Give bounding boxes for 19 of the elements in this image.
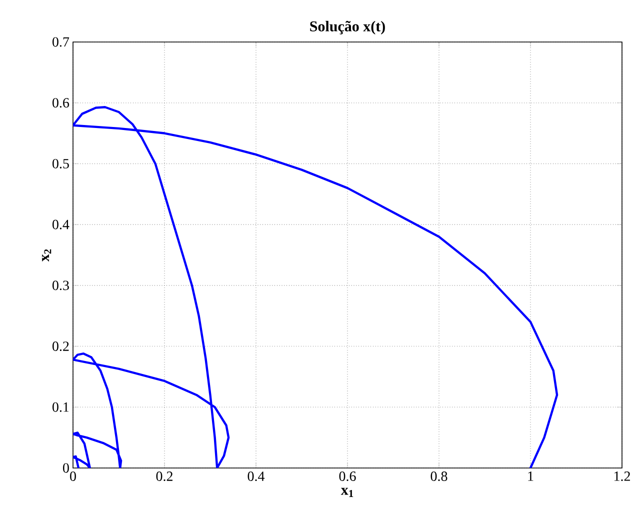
y-axis-title: x$_{2}$ — [42, 249, 52, 262]
chart-title: Solução x(t) — [310, 20, 385, 34]
x-tick-label: 0.6 — [339, 472, 356, 482]
x-tick-label: 1.2 — [614, 472, 630, 481]
y-tick-label: 0.2 — [52, 342, 69, 352]
y-tick-label: 0.1 — [52, 402, 69, 412]
line-series — [73, 106, 558, 468]
x-tick-label: 1 — [528, 472, 534, 481]
y-tick-label: 0.5 — [52, 158, 69, 168]
y-tick-label: 0.7 — [52, 37, 70, 47]
y-tick-label: 0 — [63, 463, 69, 473]
x-tick-label: 0.8 — [430, 472, 448, 482]
y-tick-label: 0.4 — [52, 220, 70, 230]
y-tick-label: 0.3 — [52, 280, 69, 290]
x-tick-label: 0 — [70, 472, 76, 481]
x-axis-title: x$_{1}$ — [340, 488, 354, 497]
x-tick-label: 0.4 — [248, 472, 265, 482]
x-tick-label: 0.2 — [156, 472, 172, 482]
y-tick-label: 0.6 — [52, 98, 70, 108]
